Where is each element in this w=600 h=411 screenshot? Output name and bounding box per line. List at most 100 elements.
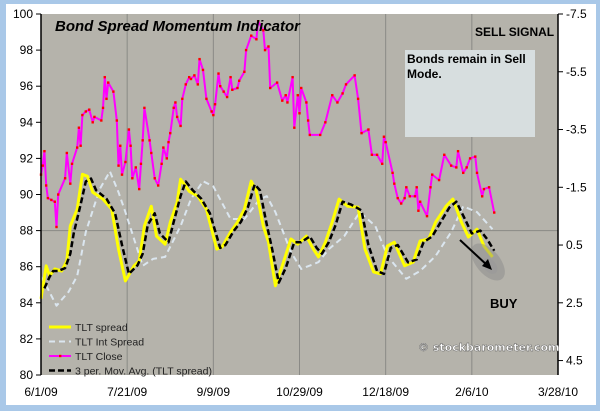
tlt-close-marker <box>318 133 322 137</box>
tlt-close-marker <box>291 75 294 79</box>
y-left-tick-label: 96 <box>20 79 34 93</box>
tlt-close-marker <box>179 124 182 128</box>
tlt-close-marker <box>370 153 374 156</box>
tlt-close-marker <box>131 177 134 180</box>
tlt-close-marker <box>201 68 205 72</box>
tlt-close-marker <box>160 162 163 166</box>
annotation-text-line1: Bonds remain in Sell <box>407 52 526 66</box>
tlt-close-marker <box>429 186 432 189</box>
tlt-close-marker <box>308 133 312 137</box>
tlt-close-marker <box>305 101 308 104</box>
x-tick-label: 9/9/09 <box>197 385 231 399</box>
tlt-close-marker <box>193 74 196 77</box>
tlt-close-marker <box>331 94 334 97</box>
annotation-text-line2: Mode. <box>407 67 442 81</box>
legend-label: TLT Close <box>75 351 123 363</box>
tlt-close-marker <box>415 186 418 189</box>
tlt-close-marker <box>100 119 103 122</box>
tlt-close-marker <box>44 184 48 187</box>
tlt-close-marker <box>418 200 422 203</box>
tlt-close-marker <box>65 151 69 155</box>
tlt-close-marker <box>107 81 110 84</box>
tlt-close-marker <box>117 164 120 167</box>
axes: 6/1/09 7/21/09 9/9/09 10/29/09 12/18/09 2/6/1… <box>13 7 587 399</box>
tlt-close-marker <box>93 115 96 119</box>
tlt-close-marker <box>344 83 348 86</box>
tlt-close-marker <box>55 225 58 229</box>
y-right-tick-label: 4.5 <box>566 354 583 368</box>
tlt-close-marker <box>449 164 453 167</box>
legend-label: 3 per. Mov. Avg. (TLT spread) <box>75 366 212 378</box>
tlt-close-marker <box>162 146 165 149</box>
tlt-close-marker <box>196 83 200 86</box>
series-line-3-per-mov-avg-tlt-spread- <box>43 177 496 289</box>
y-left-tick-label: 86 <box>20 260 34 274</box>
tlt-close-marker <box>156 184 160 187</box>
tlt-close-marker <box>393 182 396 185</box>
tlt-close-marker <box>262 29 265 32</box>
tlt-close-marker <box>75 146 79 149</box>
tlt-close-marker <box>63 177 67 180</box>
tlt-close-marker <box>300 86 303 90</box>
tlt-close-marker <box>210 110 213 113</box>
tlt-close-marker <box>43 149 46 153</box>
y-left-tick-label: 94 <box>20 115 34 129</box>
y-right-tick-label: -5.5 <box>566 65 587 79</box>
y-right-tick-label: -3.5 <box>566 123 587 137</box>
tlt-close-marker <box>256 20 260 23</box>
y-left-tick-label: 88 <box>20 224 34 238</box>
tlt-close-marker <box>189 77 193 81</box>
tlt-close-marker <box>250 34 253 37</box>
tlt-close-marker <box>480 195 484 198</box>
tlt-close-marker <box>41 164 44 167</box>
y-right-tick-label: -1.5 <box>566 180 587 194</box>
tlt-close-marker <box>384 140 387 144</box>
x-tick-label: 10/29/09 <box>276 385 323 399</box>
y-left-tick-label: 82 <box>20 332 34 346</box>
tlt-close-marker <box>84 110 88 113</box>
tlt-close-marker <box>425 214 429 218</box>
tlt-close-marker <box>70 162 74 166</box>
tlt-close-marker <box>356 97 360 101</box>
tlt-close-marker <box>205 97 208 101</box>
tlt-close-marker <box>455 166 458 169</box>
tlt-close-marker <box>399 202 403 205</box>
tlt-close-marker <box>172 106 175 110</box>
legend-label: TLT spread <box>75 322 128 334</box>
chart-title: Bond Spread Momentum Indicator <box>55 18 301 35</box>
legend: TLT spread TLT Int Spread TLT Close 3 per. … <box>49 322 212 378</box>
tlt-close-marker <box>153 177 156 180</box>
tlt-close-marker <box>360 131 363 135</box>
tlt-close-marker <box>284 94 287 97</box>
tlt-close-marker <box>381 162 384 166</box>
x-tick-label: 6/1/09 <box>24 385 58 399</box>
tlt-close-marker <box>293 126 296 129</box>
tlt-close-marker <box>298 112 301 115</box>
tlt-close-marker <box>353 74 356 77</box>
tlt-close-marker <box>493 211 496 214</box>
tlt-close-marker <box>437 178 441 182</box>
tlt-close-marker <box>124 160 127 164</box>
tlt-close-marker <box>175 115 179 119</box>
tlt-close-marker <box>81 113 84 117</box>
tlt-close-marker <box>53 200 56 203</box>
tlt-close-marker <box>225 95 229 99</box>
annotation-textbox <box>405 50 535 137</box>
tlt-close-marker <box>57 193 60 196</box>
tlt-close-marker <box>482 187 486 191</box>
tlt-close-marker <box>174 101 177 104</box>
copyright-watermark: © stockbarometer.com <box>418 341 560 354</box>
sell-signal-label: SELL SIGNAL <box>475 25 554 39</box>
tlt-close-marker <box>465 166 468 169</box>
tlt-close-marker <box>50 198 53 202</box>
tlt-close-marker <box>236 86 239 90</box>
y-right-tick-label: 0.5 <box>566 238 583 252</box>
tlt-close-marker <box>443 153 446 156</box>
tlt-close-marker <box>79 144 82 147</box>
series-lines <box>39 20 496 307</box>
tlt-close-marker <box>134 166 137 169</box>
series-line-tlt-spread <box>39 172 494 300</box>
y-left-tick-label: 80 <box>20 368 34 382</box>
tlt-close-marker <box>391 171 394 175</box>
tlt-close-marker <box>244 48 248 52</box>
